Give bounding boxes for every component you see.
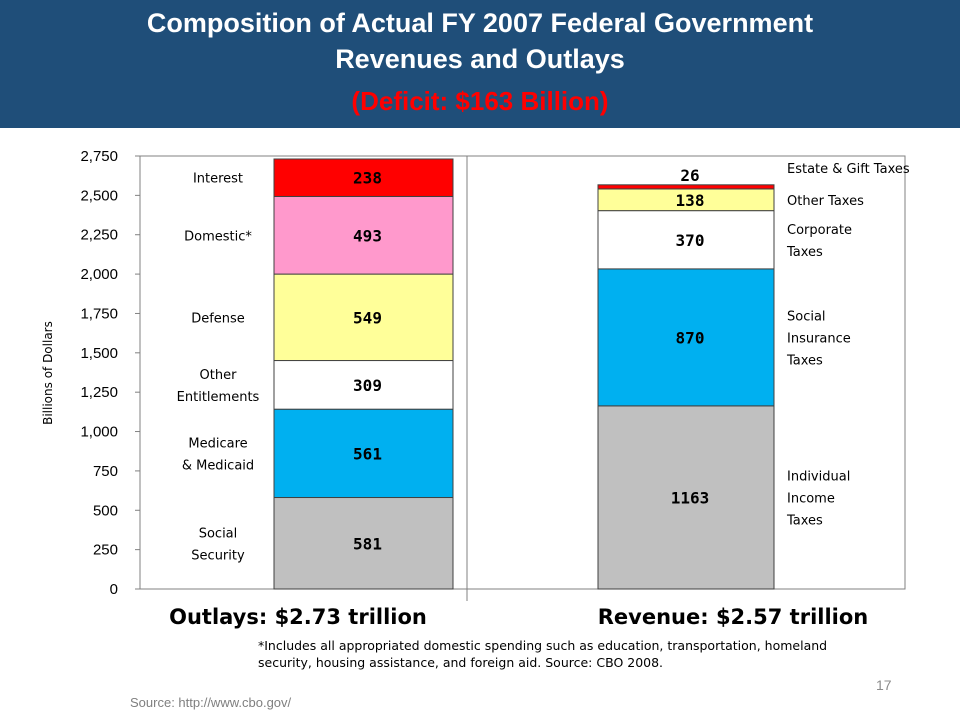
title-line-2: Revenues and Outlays	[335, 44, 625, 74]
x-category-label: Outlays: $2.73 trillion	[169, 605, 427, 629]
y-tick-label: 750	[93, 463, 118, 480]
segment-label: Domestic*	[184, 229, 252, 244]
segment-label: Entitlements	[177, 390, 260, 405]
title-line-1: Composition of Actual FY 2007 Federal Go…	[146, 8, 814, 38]
source-text: Source: http://www.cbo.gov/	[130, 695, 292, 710]
segment-label: & Medicaid	[182, 458, 254, 473]
deficit-subtitle: (Deficit: $163 Billion)	[351, 86, 609, 116]
segment-label: Security	[191, 548, 245, 563]
data-label: 309	[353, 376, 382, 395]
segment-label: Corporate	[787, 223, 852, 238]
segment-label: Social	[199, 526, 238, 541]
bar-segment	[273, 497, 454, 590]
segment-label: Interest	[193, 172, 243, 187]
y-tick-label: 0	[110, 581, 118, 598]
data-label: 581	[353, 534, 382, 553]
segment-label: Social	[787, 309, 826, 324]
y-axis-label: Billions of Dollars	[41, 321, 55, 425]
data-label: 138	[676, 191, 705, 210]
segment-label: Medicare	[188, 436, 247, 451]
page-number: 17	[876, 677, 892, 693]
data-label: 493	[353, 226, 382, 245]
bar-segment	[273, 408, 454, 499]
segment-label: Other	[200, 368, 238, 383]
segment-label: Defense	[191, 311, 245, 326]
data-label: 561	[353, 444, 382, 463]
y-tick-label: 2,000	[80, 266, 118, 283]
data-label: 238	[353, 169, 382, 188]
y-tick-label: 2,500	[80, 187, 118, 204]
footnote: *Includes all appropriated domestic spen…	[258, 637, 918, 671]
bar-segment	[597, 405, 775, 590]
y-tick-label: 1,500	[80, 345, 118, 362]
segment-label: Individual	[787, 469, 850, 484]
y-tick-label: 1,750	[80, 305, 118, 322]
bar-segment	[273, 195, 454, 275]
data-label: 870	[676, 328, 705, 347]
bar-segment	[273, 273, 454, 362]
data-label: 370	[676, 231, 705, 250]
segment-label: Taxes	[786, 353, 823, 368]
bar-segment	[597, 210, 775, 270]
segment-label: Other Taxes	[787, 194, 864, 209]
segment-label: Income	[787, 491, 835, 506]
y-tick-label: 1,000	[80, 424, 118, 441]
bar-segment	[597, 184, 775, 190]
segment-label: Taxes	[786, 513, 823, 528]
segment-label: Estate & Gift Taxes	[787, 162, 910, 177]
bar-segment	[273, 158, 454, 197]
data-label: 1163	[671, 488, 710, 507]
segment-label: Insurance	[787, 331, 851, 346]
y-tick-label: 2,750	[80, 148, 118, 165]
title-banner: Composition of Actual FY 2007 Federal Go…	[0, 0, 960, 128]
y-tick-label: 250	[93, 542, 118, 559]
data-label: 549	[353, 308, 382, 327]
y-tick-label: 2,250	[80, 227, 118, 244]
plot-frame	[139, 155, 906, 590]
y-tick-label: 1,250	[80, 384, 118, 401]
x-category-label: Revenue: $2.57 trillion	[598, 605, 869, 629]
bar-segment	[597, 268, 775, 407]
segment-label: Taxes	[786, 245, 823, 260]
data-label: 26	[680, 166, 699, 185]
footnote-line-2: security, housing assistance, and foreig…	[258, 655, 664, 670]
footnote-line-1: *Includes all appropriated domestic spen…	[258, 638, 828, 653]
y-tick-label: 500	[93, 502, 118, 519]
